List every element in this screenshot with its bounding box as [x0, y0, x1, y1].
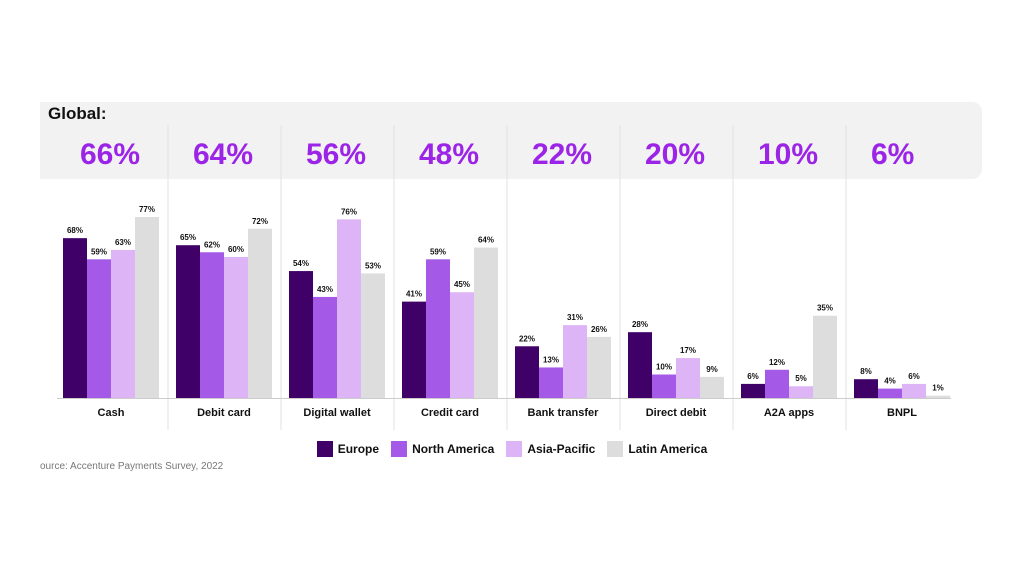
bar-bnpl-north-america	[878, 388, 902, 398]
category-label-bnpl: BNPL	[887, 407, 917, 419]
legend: Europe North America Asia-Pacific Latin Ame…	[0, 441, 1024, 457]
bar-label-debit-card-europe: 65%	[180, 233, 196, 242]
global-value-debit-card: 64%	[193, 138, 253, 171]
bar-label-cash-asia-pacific: 63%	[115, 238, 131, 247]
bar-label-credit-card-north-america: 59%	[430, 247, 446, 256]
bar-digital-wallet-europe	[289, 271, 313, 398]
category-label-direct-debit: Direct debit	[646, 407, 707, 419]
legend-item-latin-america: Latin America	[607, 441, 707, 457]
global-band	[40, 102, 982, 179]
bar-label-cash-europe: 68%	[67, 226, 83, 235]
bar-debit-card-latin-america	[248, 228, 272, 398]
bar-label-bnpl-europe: 8%	[860, 367, 872, 376]
bar-label-debit-card-latin-america: 72%	[252, 217, 268, 226]
legend-label-europe: Europe	[337, 442, 380, 456]
legend-swatch-north-america	[391, 441, 408, 457]
bar-label-bnpl-asia-pacific: 6%	[908, 372, 920, 381]
bar-digital-wallet-north-america	[313, 296, 337, 398]
bar-label-a2a-apps-north-america: 12%	[769, 358, 785, 367]
bar-a2a-apps-europe	[741, 383, 765, 398]
bar-label-debit-card-asia-pacific: 60%	[228, 245, 244, 254]
bar-cash-europe	[63, 238, 87, 398]
bar-a2a-apps-asia-pacific	[789, 386, 813, 398]
bar-label-a2a-apps-latin-america: 35%	[817, 304, 833, 313]
legend-swatch-asia-pacific	[506, 441, 523, 457]
bar-label-direct-debit-north-america: 10%	[656, 362, 672, 371]
bar-cash-north-america	[87, 259, 111, 398]
global-label: Global:	[48, 104, 107, 123]
legend-label-latin-america: Latin America	[628, 442, 708, 456]
global-value-a2a-apps: 10%	[758, 138, 818, 171]
bar-bank-transfer-north-america	[539, 367, 563, 398]
bar-digital-wallet-asia-pacific	[337, 219, 361, 398]
bar-credit-card-asia-pacific	[450, 292, 474, 398]
legend-label-asia-pacific: Asia-Pacific	[527, 442, 596, 456]
category-label-digital-wallet: Digital wallet	[303, 407, 371, 419]
bar-debit-card-asia-pacific	[224, 256, 248, 398]
bar-label-bnpl-latin-america: 1%	[932, 384, 944, 393]
global-value-digital-wallet: 56%	[306, 138, 366, 171]
bar-label-digital-wallet-north-america: 43%	[317, 285, 333, 294]
bar-label-bank-transfer-north-america: 13%	[543, 355, 559, 364]
bar-label-bank-transfer-latin-america: 26%	[591, 325, 607, 334]
bar-bank-transfer-europe	[515, 346, 539, 398]
bar-direct-debit-north-america	[652, 374, 676, 398]
bar-label-cash-north-america: 59%	[91, 247, 107, 256]
legend-item-europe: Europe	[316, 441, 380, 457]
legend-label-north-america: North America	[412, 442, 495, 456]
bar-credit-card-latin-america	[474, 247, 498, 398]
bar-a2a-apps-latin-america	[813, 315, 837, 398]
bar-label-digital-wallet-latin-america: 53%	[365, 261, 381, 270]
bar-digital-wallet-latin-america	[361, 273, 385, 398]
category-label-a2a-apps: A2A apps	[764, 407, 814, 419]
legend-swatch-latin-america	[607, 441, 624, 457]
bar-label-bank-transfer-asia-pacific: 31%	[567, 313, 583, 322]
category-label-cash: Cash	[98, 407, 125, 419]
category-label-credit-card: Credit card	[421, 407, 479, 419]
bar-direct-debit-latin-america	[700, 376, 724, 398]
bar-label-direct-debit-asia-pacific: 17%	[680, 346, 696, 355]
global-value-bank-transfer: 22%	[532, 138, 592, 171]
bar-label-cash-latin-america: 77%	[139, 205, 155, 214]
bar-credit-card-north-america	[426, 259, 450, 398]
bar-debit-card-north-america	[200, 252, 224, 398]
bar-label-bank-transfer-europe: 22%	[519, 334, 535, 343]
bar-label-credit-card-latin-america: 64%	[478, 236, 494, 245]
bar-bnpl-latin-america	[926, 395, 950, 398]
bar-label-credit-card-asia-pacific: 45%	[454, 280, 470, 289]
global-value-bnpl: 6%	[871, 138, 914, 171]
source-note: ource: Accenture Payments Survey, 2022	[40, 461, 224, 472]
bar-bank-transfer-asia-pacific	[563, 325, 587, 398]
bar-label-credit-card-europe: 41%	[406, 290, 422, 299]
global-value-cash: 66%	[80, 138, 140, 171]
legend-item-asia-pacific: Asia-Pacific	[506, 441, 595, 457]
category-label-debit-card: Debit card	[197, 407, 251, 419]
bar-chart: 66% 68% 59% 63% 77% Cash 64% 65% 62% 60% 72% Debit …	[57, 125, 951, 430]
bar-label-digital-wallet-europe: 54%	[293, 259, 309, 268]
global-value-credit-card: 48%	[419, 138, 479, 171]
bar-label-direct-debit-europe: 28%	[632, 320, 648, 329]
bar-label-a2a-apps-europe: 6%	[747, 372, 759, 381]
bar-label-bnpl-north-america: 4%	[884, 377, 896, 386]
category-label-bank-transfer: Bank transfer	[528, 407, 600, 419]
bar-bank-transfer-latin-america	[587, 336, 611, 398]
legend-item-north-america: North America	[391, 441, 494, 457]
bar-label-a2a-apps-asia-pacific: 5%	[795, 374, 807, 383]
bar-label-debit-card-north-america: 62%	[204, 240, 220, 249]
bar-label-digital-wallet-asia-pacific: 76%	[341, 207, 357, 216]
bar-direct-debit-asia-pacific	[676, 358, 700, 398]
bar-direct-debit-europe	[628, 332, 652, 398]
bar-a2a-apps-north-america	[765, 369, 789, 398]
bar-label-direct-debit-latin-america: 9%	[706, 365, 718, 374]
global-value-direct-debit: 20%	[645, 138, 705, 171]
bar-credit-card-europe	[402, 301, 426, 398]
legend-swatch-europe	[316, 441, 333, 457]
bar-bnpl-asia-pacific	[902, 383, 926, 398]
bar-cash-asia-pacific	[111, 249, 135, 398]
bar-bnpl-europe	[854, 379, 878, 398]
bar-cash-latin-america	[135, 217, 159, 398]
bar-debit-card-europe	[176, 245, 200, 398]
